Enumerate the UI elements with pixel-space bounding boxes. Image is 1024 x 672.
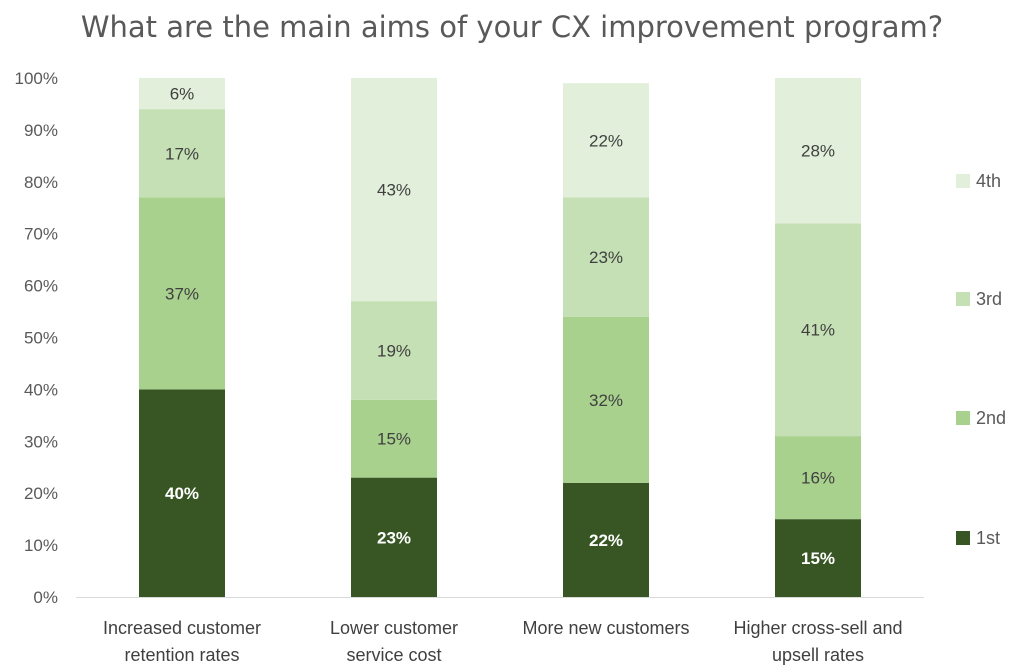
data-label: 32% [589, 391, 623, 410]
x-category-label: service cost [346, 645, 441, 665]
x-category-label: Lower customer [330, 618, 458, 638]
legend-label: 2nd [976, 408, 1006, 428]
bar-segment [563, 482, 649, 597]
y-tick-label: 10% [24, 536, 58, 555]
bar-segment [775, 436, 861, 520]
data-label: 19% [377, 341, 411, 360]
legend-swatch [956, 531, 970, 545]
bar-segment [351, 477, 437, 597]
y-tick-label: 40% [24, 380, 58, 399]
data-label: 22% [589, 131, 623, 150]
chart-title: What are the main aims of your CX improv… [80, 10, 944, 44]
bar-segment [139, 389, 225, 597]
bar-segment [563, 197, 649, 317]
data-label: 28% [801, 142, 835, 161]
data-label: 23% [377, 528, 411, 547]
y-tick-label: 30% [24, 432, 58, 451]
legend-swatch [956, 174, 970, 188]
y-tick-label: 100% [15, 69, 58, 88]
data-label: 15% [801, 549, 835, 568]
data-label: 16% [801, 469, 835, 488]
data-label: 23% [589, 248, 623, 267]
y-tick-label: 80% [24, 173, 58, 192]
data-label: 17% [165, 144, 199, 163]
bar-segment [139, 197, 225, 390]
legend-swatch [956, 292, 970, 306]
bar-segment [775, 78, 861, 224]
x-category-label: More new customers [522, 618, 689, 638]
y-tick-label: 50% [24, 329, 58, 348]
data-label: 37% [165, 284, 199, 303]
legend-label: 4th [976, 171, 1001, 191]
legend-label: 1st [976, 528, 1000, 548]
y-tick-label: 0% [33, 588, 58, 607]
legend-label: 3rd [976, 289, 1002, 309]
x-category-label: upsell rates [772, 645, 864, 665]
y-tick-label: 60% [24, 277, 58, 296]
legend-swatch [956, 411, 970, 425]
bar-segment [351, 399, 437, 478]
bar-segment [351, 78, 437, 302]
bar-segment [563, 83, 649, 198]
y-tick-label: 70% [24, 225, 58, 244]
bar-segment [775, 223, 861, 437]
data-label: 41% [801, 321, 835, 340]
bar-segment [139, 78, 225, 110]
y-tick-label: 90% [24, 121, 58, 140]
y-tick-label: 20% [24, 484, 58, 503]
data-label: 43% [377, 181, 411, 200]
data-label: 15% [377, 430, 411, 449]
x-category-label: Increased customer [103, 618, 261, 638]
x-category-label: Higher cross-sell and [733, 618, 902, 638]
bar-segment [775, 519, 861, 597]
bar-segment [563, 316, 649, 483]
data-label: 40% [165, 484, 199, 503]
data-label: 6% [170, 85, 195, 104]
x-category-label: retention rates [124, 645, 239, 665]
bar-segment [139, 109, 225, 198]
data-label: 22% [589, 531, 623, 550]
bar-segment [351, 301, 437, 400]
